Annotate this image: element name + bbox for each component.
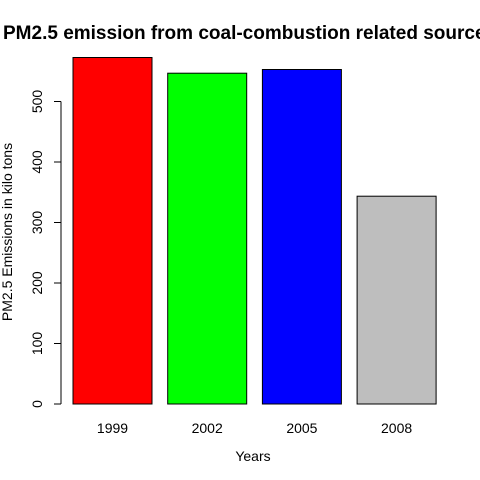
bar-2002 [167,72,248,405]
y-tick-label: 0 [29,400,45,408]
x-tick-labels: 1999 2002 2005 2008 [97,420,412,436]
x-axis-label: Years [235,448,270,464]
y-tick-label: 100 [29,332,45,356]
bar-1999 [72,57,153,405]
bars-group [72,57,437,405]
bar-2005 [261,69,342,405]
x-tick-label: 2002 [192,420,223,436]
y-axis: 0 100 200 300 400 500 [29,90,62,408]
y-axis-label: PM2.5 Emissions in kilo tons [0,143,15,321]
x-tick-label: 2005 [286,420,317,436]
x-tick-label: 2008 [381,420,412,436]
x-tick-label: 1999 [97,420,128,436]
y-tick-label: 300 [29,211,45,235]
y-tick-label: 500 [29,90,45,114]
y-tick-label: 200 [29,271,45,295]
chart-title: PM2.5 emission from coal-combustion rela… [3,23,480,44]
bar-2008 [356,195,437,405]
y-tick-label: 400 [29,150,45,174]
